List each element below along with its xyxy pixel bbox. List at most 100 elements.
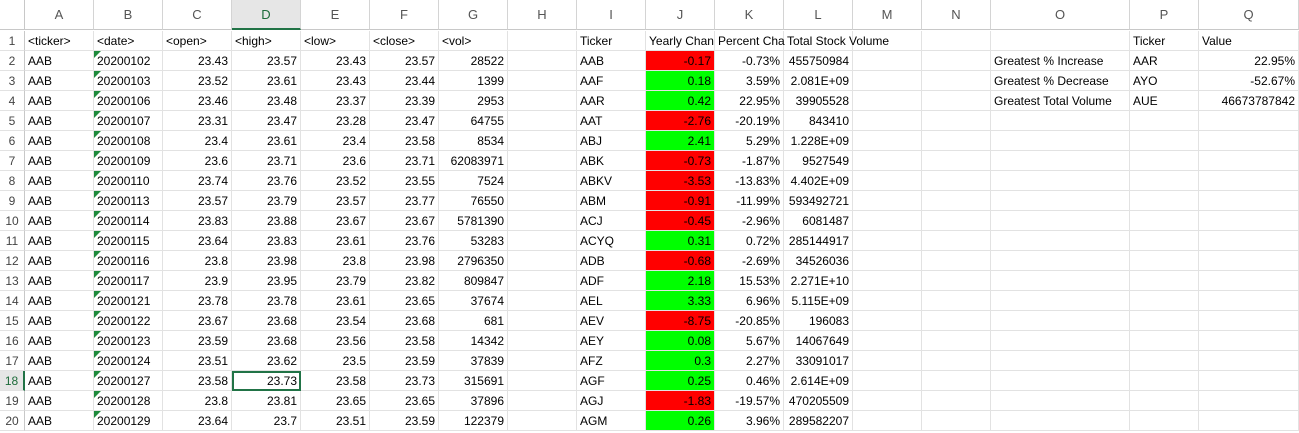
cell-b15[interactable]: 20200122 [94,311,163,331]
cell-k20[interactable]: 3.96% [715,411,784,431]
cell-d13[interactable]: 23.95 [232,271,301,291]
cell-f15[interactable]: 23.68 [370,311,439,331]
row-header-18[interactable]: 18 [0,371,25,391]
cell-q2[interactable]: 22.95% [1199,51,1299,71]
cell-h9[interactable] [508,191,577,211]
cell-c11[interactable]: 23.64 [163,231,232,251]
cell-n4[interactable] [922,91,991,111]
cell-c8[interactable]: 23.74 [163,171,232,191]
cell-n8[interactable] [922,171,991,191]
cell-m9[interactable] [853,191,922,211]
cell-c10[interactable]: 23.83 [163,211,232,231]
cell-j6[interactable]: 2.41 [646,131,715,151]
cell-o19[interactable] [991,391,1130,411]
cell-i6[interactable]: ABJ [577,131,646,151]
cell-e5[interactable]: 23.28 [301,111,370,131]
row-header-4[interactable]: 4 [0,91,25,111]
cell-j10[interactable]: -0.45 [646,211,715,231]
cell-o4[interactable]: Greatest Total Volume [991,91,1130,111]
cell-k16[interactable]: 5.67% [715,331,784,351]
cell-b16[interactable]: 20200123 [94,331,163,351]
cell-a16[interactable]: AAB [25,331,94,351]
cell-d17[interactable]: 23.62 [232,351,301,371]
cell-m16[interactable] [853,331,922,351]
cell-j19[interactable]: -1.83 [646,391,715,411]
cell-f18[interactable]: 23.73 [370,371,439,391]
cell-b17[interactable]: 20200124 [94,351,163,371]
row-header-9[interactable]: 9 [0,191,25,211]
cell-p14[interactable] [1130,291,1199,311]
cell-d20[interactable]: 23.7 [232,411,301,431]
cell-a15[interactable]: AAB [25,311,94,331]
cell-j18[interactable]: 0.25 [646,371,715,391]
column-header-j[interactable]: J [646,0,715,30]
cell-d3[interactable]: 23.61 [232,71,301,91]
cell-o5[interactable] [991,111,1130,131]
row-header-17[interactable]: 17 [0,351,25,371]
cell-d7[interactable]: 23.71 [232,151,301,171]
cell-b18[interactable]: 20200127 [94,371,163,391]
cell-n7[interactable] [922,151,991,171]
cell-g9[interactable]: 76550 [439,191,508,211]
cell-l1[interactable]: Total Stock Volume [784,31,889,51]
cell-k3[interactable]: 3.59% [715,71,784,91]
cell-n9[interactable] [922,191,991,211]
cell-i4[interactable]: AAR [577,91,646,111]
cell-e11[interactable]: 23.61 [301,231,370,251]
cell-d1[interactable]: <high> [232,31,301,51]
cell-o3[interactable]: Greatest % Decrease [991,71,1130,91]
row-header-13[interactable]: 13 [0,271,25,291]
cell-j1[interactable]: Yearly Chan [646,31,715,51]
cell-c16[interactable]: 23.59 [163,331,232,351]
cell-b5[interactable]: 20200107 [94,111,163,131]
cell-q3[interactable]: -52.67% [1199,71,1299,91]
cell-l16[interactable]: 14067649 [784,331,853,351]
cell-e17[interactable]: 23.5 [301,351,370,371]
cell-q13[interactable] [1199,271,1299,291]
cell-g11[interactable]: 53283 [439,231,508,251]
cell-o12[interactable] [991,251,1130,271]
cell-g15[interactable]: 681 [439,311,508,331]
cell-k6[interactable]: 5.29% [715,131,784,151]
row-header-5[interactable]: 5 [0,111,25,131]
cell-d11[interactable]: 23.83 [232,231,301,251]
cell-o11[interactable] [991,231,1130,251]
cell-q19[interactable] [1199,391,1299,411]
cell-h5[interactable] [508,111,577,131]
cell-g7[interactable]: 62083971 [439,151,508,171]
cell-b8[interactable]: 20200110 [94,171,163,191]
cell-a18[interactable]: AAB [25,371,94,391]
cell-a5[interactable]: AAB [25,111,94,131]
cell-a2[interactable]: AAB [25,51,94,71]
cell-o9[interactable] [991,191,1130,211]
cell-h17[interactable] [508,351,577,371]
column-header-i[interactable]: I [577,0,646,30]
cell-j5[interactable]: -2.76 [646,111,715,131]
cell-d8[interactable]: 23.76 [232,171,301,191]
cell-m17[interactable] [853,351,922,371]
cell-k2[interactable]: -0.73% [715,51,784,71]
cell-c2[interactable]: 23.43 [163,51,232,71]
cell-q16[interactable] [1199,331,1299,351]
row-header-8[interactable]: 8 [0,171,25,191]
cell-f13[interactable]: 23.82 [370,271,439,291]
cell-m11[interactable] [853,231,922,251]
cell-l4[interactable]: 39905528 [784,91,853,111]
cell-g17[interactable]: 37839 [439,351,508,371]
cell-c1[interactable]: <open> [163,31,232,51]
cell-p4[interactable]: AUE [1130,91,1199,111]
cell-n19[interactable] [922,391,991,411]
cell-k18[interactable]: 0.46% [715,371,784,391]
cell-e12[interactable]: 23.8 [301,251,370,271]
cell-l15[interactable]: 196083 [784,311,853,331]
cell-f4[interactable]: 23.39 [370,91,439,111]
cell-q7[interactable] [1199,151,1299,171]
cell-i11[interactable]: ACYQ [577,231,646,251]
cell-e8[interactable]: 23.52 [301,171,370,191]
cell-i7[interactable]: ABK [577,151,646,171]
cell-f11[interactable]: 23.76 [370,231,439,251]
cell-h14[interactable] [508,291,577,311]
cell-g12[interactable]: 2796350 [439,251,508,271]
cell-g20[interactable]: 122379 [439,411,508,431]
cell-q11[interactable] [1199,231,1299,251]
